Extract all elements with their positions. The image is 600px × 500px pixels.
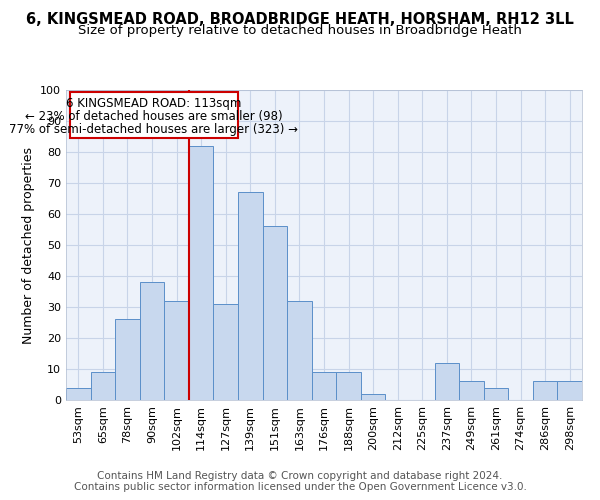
Text: Contains HM Land Registry data © Crown copyright and database right 2024.: Contains HM Land Registry data © Crown c…	[97, 471, 503, 481]
Bar	[263, 226, 287, 400]
Bar	[115, 320, 140, 400]
Bar	[361, 394, 385, 400]
Bar	[214, 304, 238, 400]
Text: Contains public sector information licensed under the Open Government Licence v3: Contains public sector information licen…	[74, 482, 526, 492]
Text: 6, KINGSMEAD ROAD, BROADBRIDGE HEATH, HORSHAM, RH12 3LL: 6, KINGSMEAD ROAD, BROADBRIDGE HEATH, HO…	[26, 12, 574, 28]
Bar	[434, 363, 459, 400]
Y-axis label: Number of detached properties: Number of detached properties	[22, 146, 35, 344]
Bar	[312, 372, 336, 400]
Bar	[533, 382, 557, 400]
Bar	[189, 146, 214, 400]
Text: ← 23% of detached houses are smaller (98): ← 23% of detached houses are smaller (98…	[25, 110, 283, 123]
Bar	[66, 388, 91, 400]
Bar	[70, 92, 238, 138]
Bar	[287, 301, 312, 400]
Bar	[459, 382, 484, 400]
Bar	[484, 388, 508, 400]
Bar	[238, 192, 263, 400]
Text: Size of property relative to detached houses in Broadbridge Heath: Size of property relative to detached ho…	[78, 24, 522, 37]
Bar	[164, 301, 189, 400]
Text: 77% of semi-detached houses are larger (323) →: 77% of semi-detached houses are larger (…	[10, 124, 298, 136]
Bar	[91, 372, 115, 400]
Text: 6 KINGSMEAD ROAD: 113sqm: 6 KINGSMEAD ROAD: 113sqm	[66, 97, 242, 110]
Bar	[336, 372, 361, 400]
Bar	[557, 382, 582, 400]
Bar	[140, 282, 164, 400]
